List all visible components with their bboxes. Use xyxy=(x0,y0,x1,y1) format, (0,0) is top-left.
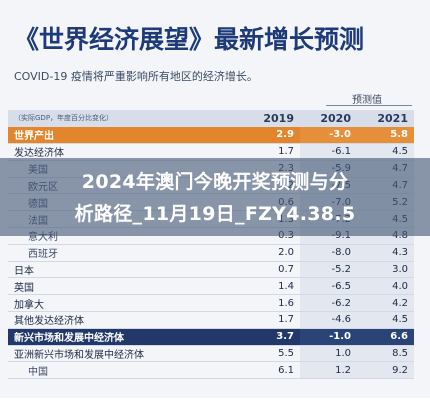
growth-value: 2.9 xyxy=(242,126,300,144)
growth-value: 6.1 xyxy=(278,364,294,376)
table-row: 西班牙 2.0 -8.0 4.3 xyxy=(8,244,414,262)
region-name: 英国 xyxy=(14,282,34,294)
overlay-line-2: 析路径_11月19日_FZY4.38.5 xyxy=(74,203,356,225)
growth-value: 4.0 xyxy=(357,277,414,295)
growth-value: -6.5 xyxy=(300,277,357,295)
growth-value: 0.7 xyxy=(278,264,294,276)
region-name: 发达经济体 xyxy=(14,148,64,160)
growth-value: 1.4 xyxy=(278,280,294,292)
unit-note: （实际GDP，年度百分比变化） xyxy=(8,110,242,127)
growth-value: -4.6 xyxy=(300,311,357,329)
growth-value: 3.0 xyxy=(357,261,414,278)
growth-value: 4.5 xyxy=(357,143,414,161)
overlay-banner xyxy=(0,158,430,236)
table-row: 亚洲新兴市场和发展中经济体 5.5 1.0 8.5 xyxy=(8,345,414,362)
year-header: 2020 xyxy=(300,110,357,127)
region-name: 中国 xyxy=(28,366,48,378)
year-header: 2019 xyxy=(242,110,300,127)
forecast-divider xyxy=(326,105,412,106)
table-row: 中国 6.1 1.2 9.2 xyxy=(8,361,414,379)
region-name: 其他发达经济体 xyxy=(14,316,84,328)
overlay-line-1: 2024年澳门今晚开奖预测与分 xyxy=(81,171,349,193)
growth-value: 6.6 xyxy=(357,328,414,346)
growth-value: 1.7 xyxy=(278,146,294,158)
growth-value: 1.6 xyxy=(278,297,294,309)
region-name: 日本 xyxy=(14,266,34,278)
growth-value: -6.1 xyxy=(300,143,357,161)
growth-table: （实际GDP，年度百分比变化） 2019 2020 2021 世界产出 2.9 -3… xyxy=(8,110,414,379)
bottom-edge xyxy=(0,398,430,403)
region-name: 世界产出 xyxy=(8,126,242,144)
table-row: 英国 1.4 -6.5 4.0 xyxy=(8,277,414,295)
forecast-label: 预测值 xyxy=(352,95,382,106)
growth-value: 5.5 xyxy=(278,348,294,360)
growth-value: 4.2 xyxy=(357,294,414,312)
table-row: 加拿大 1.6 -6.2 4.2 xyxy=(8,294,414,312)
table-row: 日本 0.7 -5.2 3.0 xyxy=(8,261,414,278)
region-name: 亚洲新兴市场和发展中经济体 xyxy=(14,350,144,362)
region-name: 加拿大 xyxy=(14,299,44,311)
growth-value: 1.2 xyxy=(300,361,357,379)
growth-value: -1.0 xyxy=(300,328,357,346)
page-title: 《世界经济展望》最新增长预测 xyxy=(14,25,365,54)
table-header-row: （实际GDP，年度百分比变化） 2019 2020 2021 xyxy=(8,110,414,127)
overlay-caption: 2024年澳门今晚开奖预测与分 析路径_11月19日_FZY4.38.5 xyxy=(0,166,430,230)
year-header: 2021 xyxy=(357,110,414,127)
growth-value: 1.7 xyxy=(278,314,294,326)
growth-value: 8.5 xyxy=(357,345,414,362)
growth-value: -5.2 xyxy=(300,261,357,278)
table-row: 世界产出 2.9 -3.0 5.8 xyxy=(8,126,414,144)
growth-value: 5.8 xyxy=(357,126,414,144)
growth-value: 4.5 xyxy=(357,311,414,329)
growth-value: 3.7 xyxy=(242,328,300,346)
region-name: 西班牙 xyxy=(28,249,58,261)
table-row: 新兴市场和发展中经济体 3.7 -1.0 6.6 xyxy=(8,328,414,346)
growth-value: -3.0 xyxy=(300,126,357,144)
growth-value: 9.2 xyxy=(357,361,414,379)
growth-value: 1.0 xyxy=(300,345,357,362)
region-name: 新兴市场和发展中经济体 xyxy=(8,328,242,346)
growth-value: 4.3 xyxy=(357,244,414,262)
subtitle: COVID-19 疫情将严重影响所有地区的经济增长。 xyxy=(14,70,258,83)
growth-value: 2.0 xyxy=(278,247,294,259)
region-name: 意大利 xyxy=(28,232,58,244)
growth-value: -8.0 xyxy=(300,244,357,262)
growth-value: -6.2 xyxy=(300,294,357,312)
table-row: 其他发达经济体 1.7 -4.6 4.5 xyxy=(8,311,414,329)
